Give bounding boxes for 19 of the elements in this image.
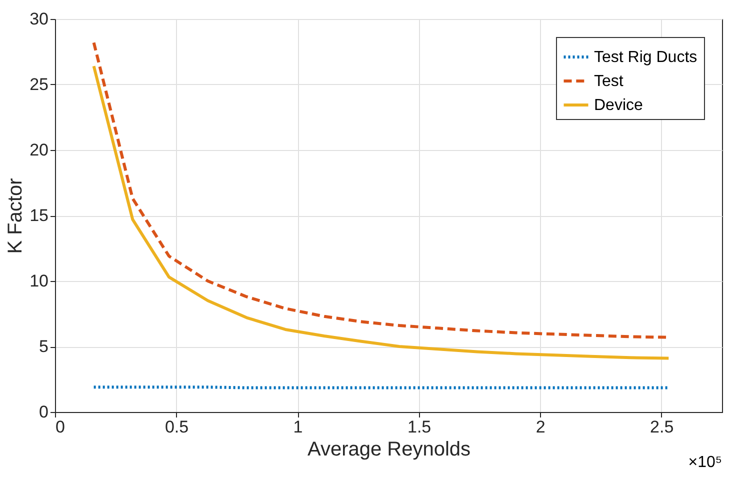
y-tick-label: 15 <box>30 206 48 225</box>
x-tick-label: 1 <box>293 418 303 436</box>
x-axis-title: Average Reynolds <box>307 438 471 460</box>
y-tick-label: 20 <box>30 140 48 160</box>
x-tick-label: 0.5 <box>164 418 189 436</box>
x-tick-label: 0 <box>56 418 65 436</box>
x-tick-label: 2.5 <box>650 418 674 436</box>
y-tick-label: 5 <box>39 337 48 356</box>
y-tick-label: 30 <box>30 10 48 28</box>
x-tick-label: 2 <box>536 418 546 436</box>
y-tick-label: 25 <box>30 75 48 94</box>
legend-label: Test Rig Ducts <box>594 49 698 66</box>
text: ×10⁵ <box>688 454 722 471</box>
x-tick-label: 1.5 <box>408 418 432 436</box>
y-tick-label: 10 <box>30 272 48 290</box>
legend-label: Test <box>594 73 624 90</box>
y-axis-title: K Factor <box>4 178 27 254</box>
legend-label: Device <box>594 97 644 114</box>
y-tick-label: 0 <box>39 402 48 422</box>
